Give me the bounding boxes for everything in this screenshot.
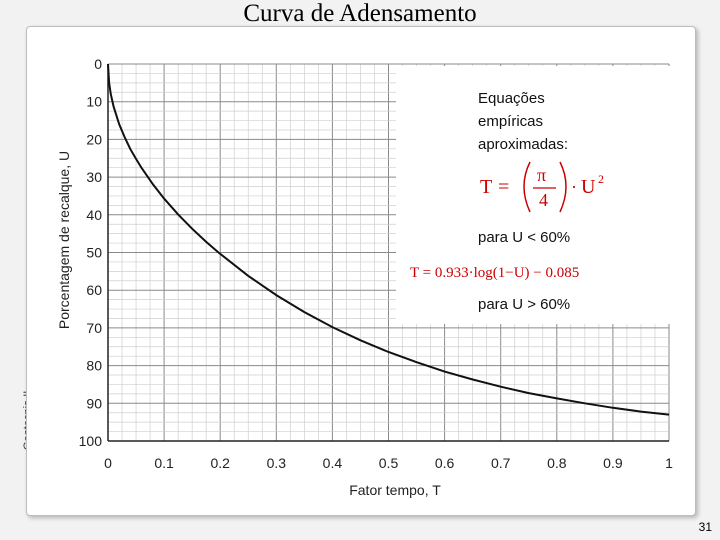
- y-tick-label: 20: [86, 131, 102, 147]
- eq1-exponent: 2: [598, 172, 604, 186]
- equation-2: T = 0.933·log(1−U) − 0.085: [410, 265, 579, 281]
- y-tick-label: 100: [79, 433, 103, 449]
- x-tick-labels: 0 0.1 0.2 0.3 0.4 0.5 0.6 0.7 0.8 0.9 1: [104, 455, 673, 471]
- y-tick-label: 70: [86, 320, 102, 336]
- condition-1: para U < 60%: [478, 229, 570, 246]
- y-tick-label: 80: [86, 358, 102, 374]
- equations-heading-1: Equações: [478, 90, 545, 107]
- y-tick-label: 60: [86, 282, 102, 298]
- x-tick-label: 0.1: [154, 455, 174, 471]
- eq1-lhs: T: [480, 176, 492, 198]
- y-tick-labels: 0 10 20 30 40 50 60 70 80 90 100: [79, 56, 103, 449]
- y-tick-label: 90: [86, 395, 102, 411]
- eq1-var: U: [581, 176, 596, 198]
- x-tick-label: 0.5: [379, 455, 399, 471]
- eq1-left-paren: [523, 161, 531, 213]
- x-tick-label: 0.7: [491, 455, 511, 471]
- y-tick-label: 30: [86, 169, 102, 185]
- x-tick-label: 0.2: [210, 455, 230, 471]
- x-tick-label: 0.4: [323, 455, 343, 471]
- equations-heading-2: empíricas: [478, 113, 543, 130]
- equation-1: T = π 4 · U 2: [480, 161, 604, 213]
- eq1-denominator: 4: [539, 190, 548, 210]
- eq1-equals: =: [498, 176, 509, 198]
- equations-box: [396, 66, 670, 324]
- condition-2: para U > 60%: [478, 296, 570, 313]
- x-tick-label: 0.9: [603, 455, 623, 471]
- x-tick-label: 0.6: [435, 455, 455, 471]
- eq1-dot: ·: [571, 177, 577, 197]
- eq1-right-paren: [559, 161, 567, 213]
- page-number: 31: [698, 520, 712, 534]
- x-tick-label: 0.3: [267, 455, 287, 471]
- x-tick-label: 0.8: [547, 455, 567, 471]
- y-axis-label: Porcentagem de recalque, U: [56, 151, 72, 329]
- y-tick-label: 10: [86, 94, 102, 110]
- slide-title: Curva de Adensamento: [243, 0, 477, 27]
- y-tick-label: 50: [86, 245, 102, 261]
- y-tick-label: 40: [86, 207, 102, 223]
- consolidation-curve: [107, 63, 670, 416]
- x-axis-label: Fator tempo, T: [349, 482, 441, 498]
- equations-heading-3: aproximadas:: [478, 136, 568, 153]
- y-tick-label: 0: [94, 56, 102, 72]
- x-tick-label: 1: [665, 455, 673, 471]
- eq1-pi: π: [537, 165, 546, 185]
- x-tick-label: 0: [104, 455, 112, 471]
